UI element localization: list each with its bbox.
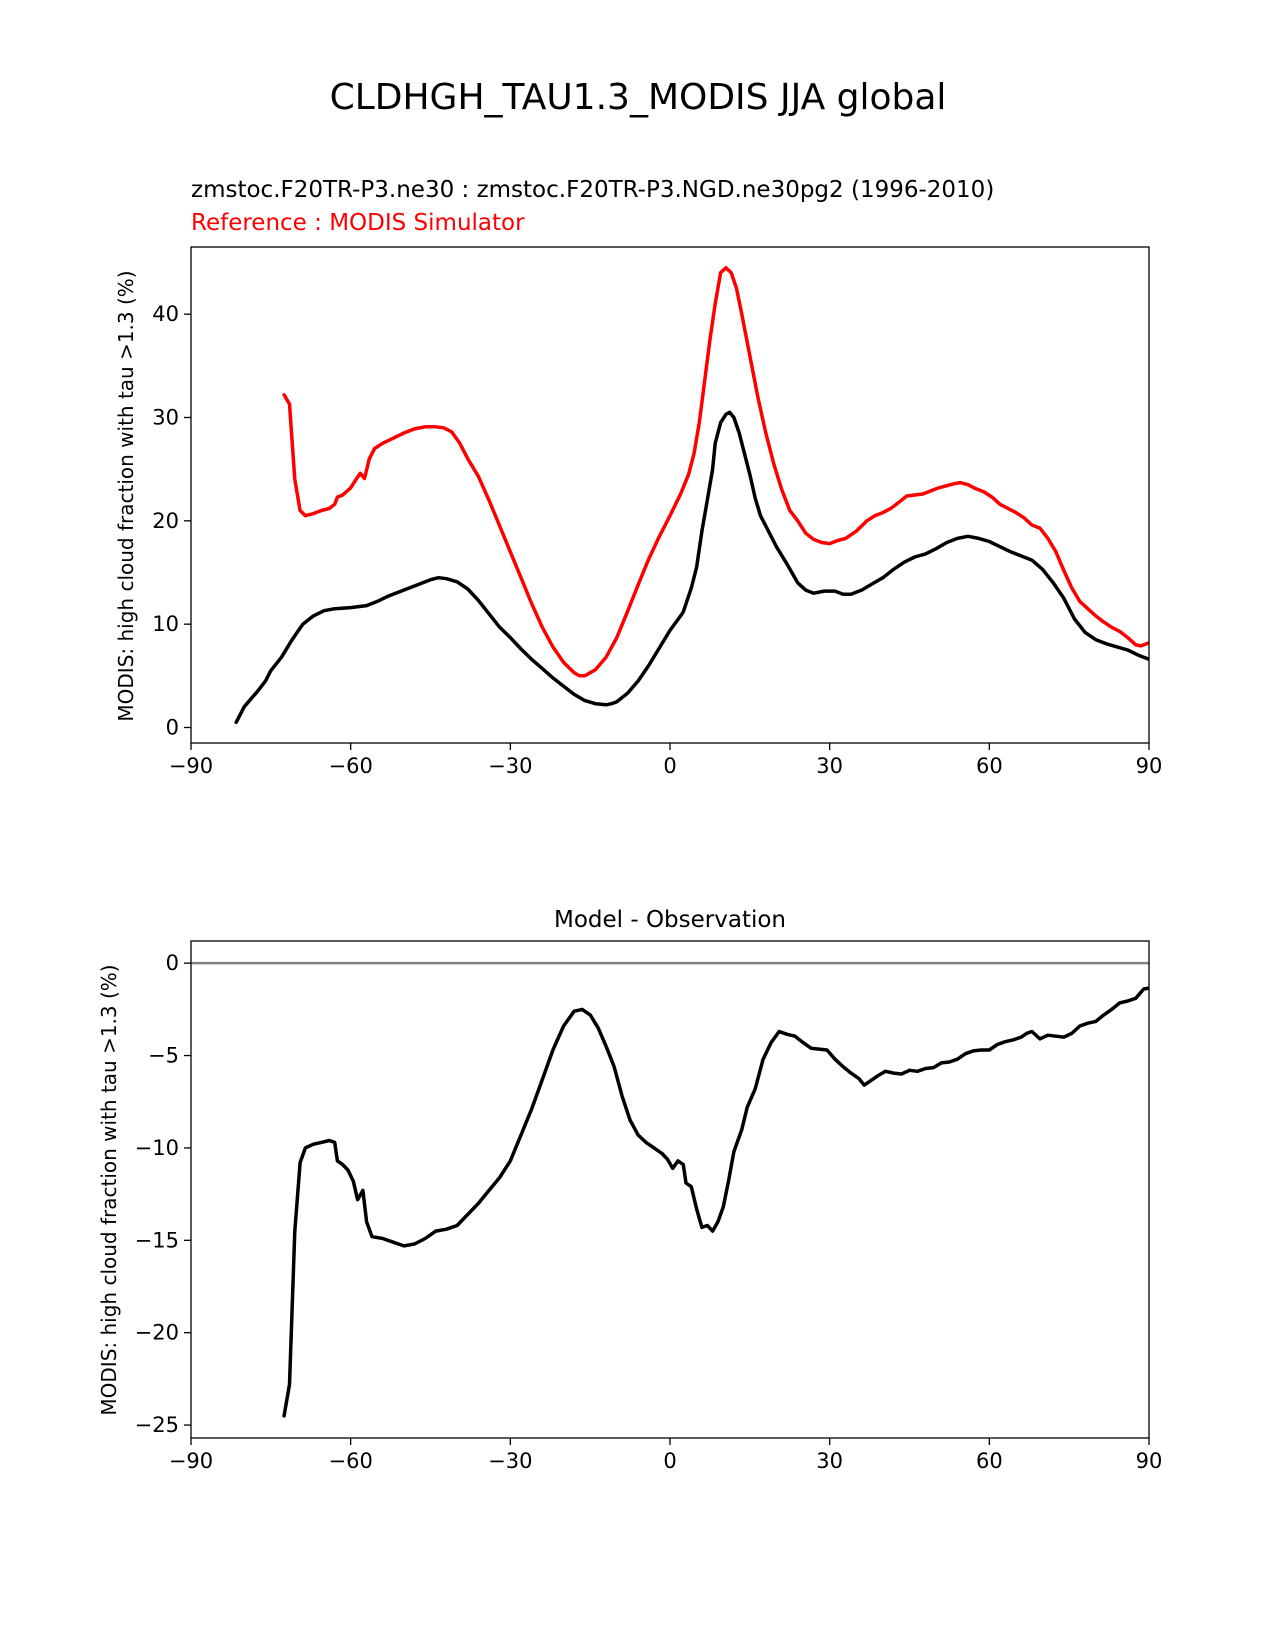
bottom-x-tick-label: −90 xyxy=(169,1449,213,1473)
bottom-y-tick-label: −15 xyxy=(135,1228,179,1252)
figure-title: CLDHGH_TAU1.3_MODIS JJA global xyxy=(330,77,947,118)
bottom-y-tick-label: −10 xyxy=(135,1136,179,1160)
bottom-y-tick-label: −25 xyxy=(135,1413,179,1437)
top-plot-frame xyxy=(190,246,1150,744)
top-y-axis: 0 10 20 30 40 xyxy=(152,302,191,740)
top-y-tick-label: 20 xyxy=(152,509,179,533)
top-panel-y-axis-label: MODIS: high cloud fraction with tau >1.3… xyxy=(114,270,138,721)
top-x-tick-label: −30 xyxy=(488,754,532,778)
bottom-x-tick-label: 60 xyxy=(976,1449,1003,1473)
top-test-line xyxy=(234,410,1149,725)
bottom-panel-y-axis-label: MODIS: high cloud fraction with tau >1.3… xyxy=(97,964,121,1415)
bottom-x-tick-label: 0 xyxy=(663,1449,676,1473)
top-plot-lines xyxy=(234,265,1149,725)
top-x-tick-label: 0 xyxy=(663,754,676,778)
bottom-x-tick-label: 90 xyxy=(1136,1449,1163,1473)
bottom-x-axis: −90 −60 −30 0 30 60 90 xyxy=(169,1438,1163,1473)
bottom-plot-lines xyxy=(191,961,1149,1418)
bottom-y-tick-label: 0 xyxy=(166,951,179,975)
bottom-x-tick-label: 30 xyxy=(816,1449,843,1473)
top-x-axis: −90 −60 −30 0 30 60 90 xyxy=(169,743,1163,778)
top-x-tick-label: 30 xyxy=(816,754,843,778)
bottom-panel: Model - Observation MODIS: high cloud fr… xyxy=(97,907,1163,1473)
top-x-tick-label: −60 xyxy=(329,754,373,778)
top-panel-reference-title: Reference : MODIS Simulator xyxy=(191,210,525,236)
top-panel: zmstoc.F20TR-P3.ne30 : zmstoc.F20TR-P3.N… xyxy=(114,177,1163,778)
bottom-y-axis: 0 −5 −10 −15 −20 −25 xyxy=(135,951,191,1437)
bottom-y-tick-label: −20 xyxy=(135,1321,179,1345)
top-x-tick-label: 90 xyxy=(1136,754,1163,778)
bottom-difference-line xyxy=(282,986,1149,1418)
top-x-tick-label: −90 xyxy=(169,754,213,778)
top-reference-line xyxy=(282,265,1149,678)
bottom-x-tick-label: −60 xyxy=(329,1449,373,1473)
top-y-tick-label: 40 xyxy=(152,302,179,326)
top-panel-test-title: zmstoc.F20TR-P3.ne30 : zmstoc.F20TR-P3.N… xyxy=(191,177,994,203)
bottom-plot-frame xyxy=(190,940,1150,1439)
bottom-y-tick-label: −5 xyxy=(148,1044,179,1068)
top-y-tick-label: 0 xyxy=(166,716,179,740)
top-y-tick-label: 10 xyxy=(152,612,179,636)
bottom-x-tick-label: −30 xyxy=(488,1449,532,1473)
top-x-tick-label: 60 xyxy=(976,754,1003,778)
top-y-tick-label: 30 xyxy=(152,406,179,430)
bottom-panel-title: Model - Observation xyxy=(554,907,786,933)
